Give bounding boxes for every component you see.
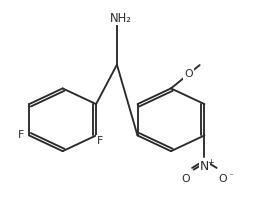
- Text: O: O: [218, 174, 227, 184]
- Text: O: O: [181, 174, 190, 184]
- Text: +: +: [207, 158, 213, 167]
- Text: ⁻: ⁻: [228, 172, 233, 181]
- Text: F: F: [18, 130, 24, 141]
- Text: O: O: [184, 69, 193, 79]
- Text: F: F: [97, 136, 103, 146]
- Text: NH₂: NH₂: [110, 11, 132, 25]
- Text: N: N: [200, 160, 209, 173]
